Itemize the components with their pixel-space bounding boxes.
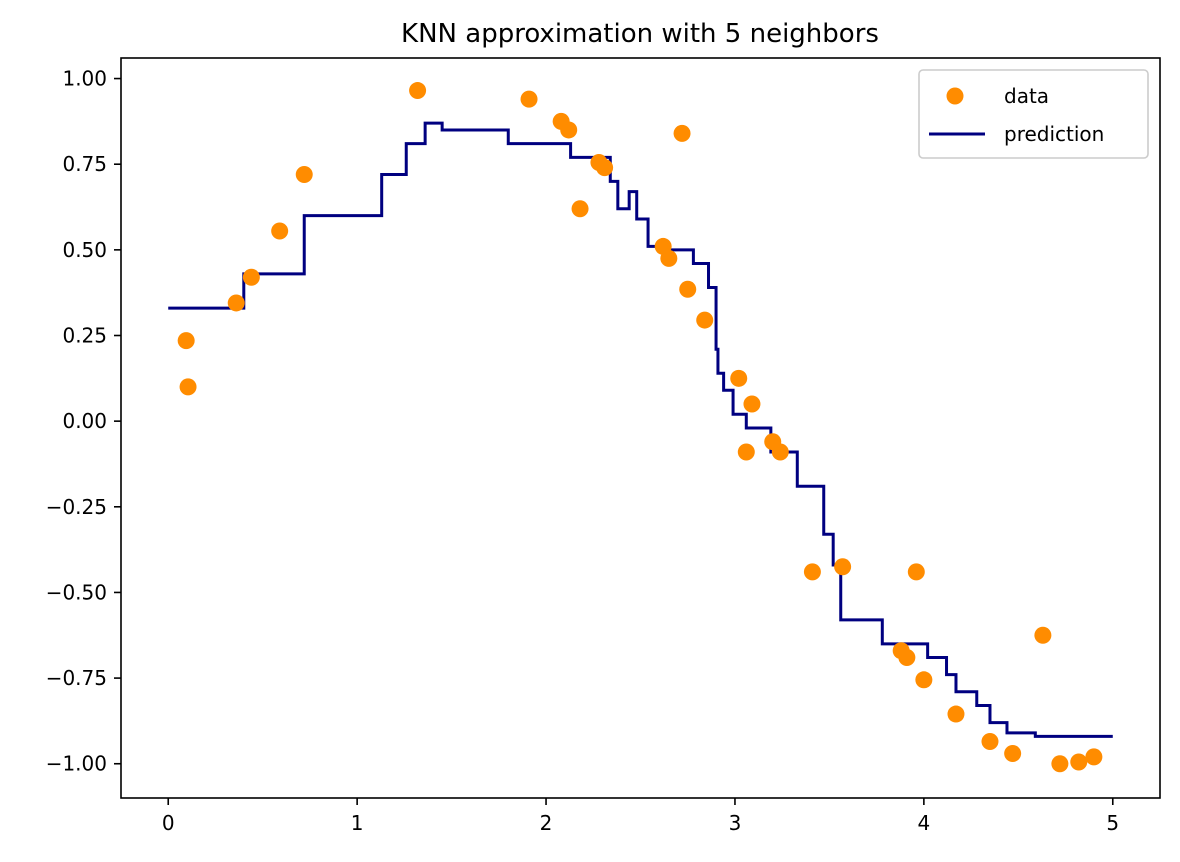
chart-title: KNN approximation with 5 neighbors [401,19,879,49]
axes: 0 1 2 3 4 5 1.00 0.75 0.50 0.25 0.00 −0.25 −0.50 −0.7… [46,57,1161,835]
data-point-9 [560,121,578,139]
legend-prediction-label: prediction [1004,122,1104,146]
y-tick-label-6: −0.50 [46,580,107,604]
legend-data-label: data [1004,84,1049,108]
data-point-31 [1004,744,1022,762]
data-point-12 [596,159,614,177]
data-point-16 [679,280,697,298]
data-point-2 [227,294,245,312]
data-point-1 [179,378,197,396]
data-point-0 [177,332,195,350]
data-point-19 [737,443,755,461]
data-point-34 [1070,753,1088,771]
legend: data prediction [918,69,1149,159]
data-point-14 [660,249,678,267]
plot-area [168,82,1113,773]
data-point-20 [743,395,761,413]
x-tick-label-4: 4 [917,811,930,835]
y-tick-label-5: −0.25 [46,495,107,519]
data-point-17 [696,311,714,329]
data-point-24 [834,558,852,576]
data-point-29 [947,705,965,723]
data-point-35 [1085,748,1103,766]
y-tick-label-1: 0.75 [62,152,107,176]
x-tick-label-1: 1 [351,811,364,835]
data-point-28 [915,671,933,689]
y-tick-label-0: 1.00 [62,67,107,91]
data-point-18 [730,369,748,387]
y-tick-label-8: −1.00 [46,752,107,776]
x-tick-label-0: 0 [162,811,175,835]
legend-box [918,69,1149,159]
data-point-27 [907,563,925,581]
data-point-26 [898,649,916,667]
y-tick-label-2: 0.50 [62,238,107,262]
legend-data-marker [946,87,964,105]
prediction-line [168,121,1113,738]
data-point-32 [1034,626,1052,644]
data-point-6 [409,82,427,100]
data-point-22 [771,443,789,461]
y-tick-label-3: 0.25 [62,324,107,348]
x-tick-label-2: 2 [540,811,553,835]
data-point-4 [271,222,289,240]
x-tick-label-5: 5 [1106,811,1119,835]
data-point-10 [571,200,589,218]
data-point-15 [673,124,691,142]
data-point-23 [803,563,821,581]
data-point-30 [981,732,999,750]
data-point-33 [1051,755,1069,773]
data-point-5 [295,165,313,183]
y-tick-label-7: −0.75 [46,666,107,690]
plot-frame [120,57,1161,799]
x-tick-label-3: 3 [729,811,742,835]
y-tick-label-4: 0.00 [62,409,107,433]
data-point-7 [520,90,538,108]
data-point-3 [242,268,260,286]
